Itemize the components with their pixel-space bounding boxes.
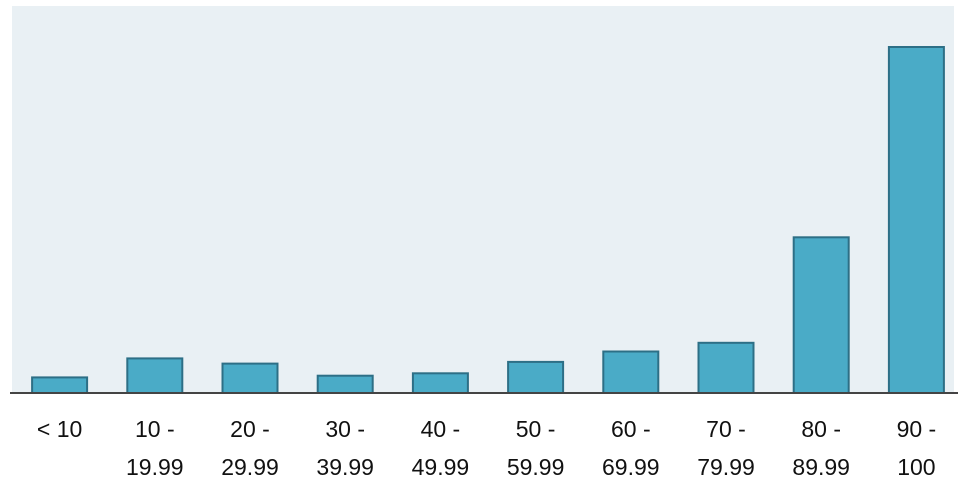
x-tick-label-line: 79.99 xyxy=(697,454,755,480)
x-tick-label: 50 - 59.99 xyxy=(507,416,565,480)
x-tick-label-line: 80 - xyxy=(801,416,841,442)
bar xyxy=(507,360,565,394)
x-tick-label: 80 - 89.99 xyxy=(792,416,850,480)
x-tick-label-line: 30 - xyxy=(325,416,365,442)
x-tick-label: 40 - 49.99 xyxy=(412,416,470,480)
x-tick-label: 10 - 19.99 xyxy=(126,416,184,480)
x-tick-label: 70 - 79.99 xyxy=(697,416,755,480)
x-tick-label-line: 10 - xyxy=(135,416,175,442)
x-tick-label-line: 59.99 xyxy=(507,454,565,480)
x-tick-label-line: 40 - xyxy=(421,416,461,442)
bar xyxy=(316,374,374,395)
bar xyxy=(887,46,945,394)
x-tick-label-line: 29.99 xyxy=(221,454,279,480)
x-tick-label: 60 - 69.99 xyxy=(602,416,660,480)
x-tick-label-line: 100 xyxy=(897,454,935,480)
x-tick-label-line: 39.99 xyxy=(316,454,374,480)
bar xyxy=(126,357,184,394)
bar xyxy=(31,376,89,394)
bar xyxy=(697,341,755,394)
x-tick-label-line: 49.99 xyxy=(412,454,470,480)
x-tick-label-line: 89.99 xyxy=(792,454,850,480)
x-tick-label-line: 50 - xyxy=(516,416,556,442)
bar xyxy=(221,362,279,395)
bar xyxy=(411,372,469,394)
bar xyxy=(792,236,850,394)
x-tick-label: 90 - 100 xyxy=(897,416,937,480)
x-tick-labels-group: < 10 10 - 19.99 20 - 29.99 30 - 39.99 40 - 49.99… xyxy=(37,416,936,480)
x-tick-label-line: 69.99 xyxy=(602,454,660,480)
x-tick-label: 20 - 29.99 xyxy=(221,416,279,480)
x-tick-label: < 10 xyxy=(37,416,82,442)
x-tick-label-line: 60 - xyxy=(611,416,651,442)
x-tick-label-line: 20 - xyxy=(230,416,270,442)
bar xyxy=(602,350,660,394)
x-tick-label-line: 70 - xyxy=(706,416,746,442)
x-tick-label-line: < 10 xyxy=(37,416,82,442)
x-tick-label: 30 - 39.99 xyxy=(316,416,374,480)
x-tick-label-line: 19.99 xyxy=(126,454,184,480)
x-tick-label-line: 90 - xyxy=(897,416,937,442)
